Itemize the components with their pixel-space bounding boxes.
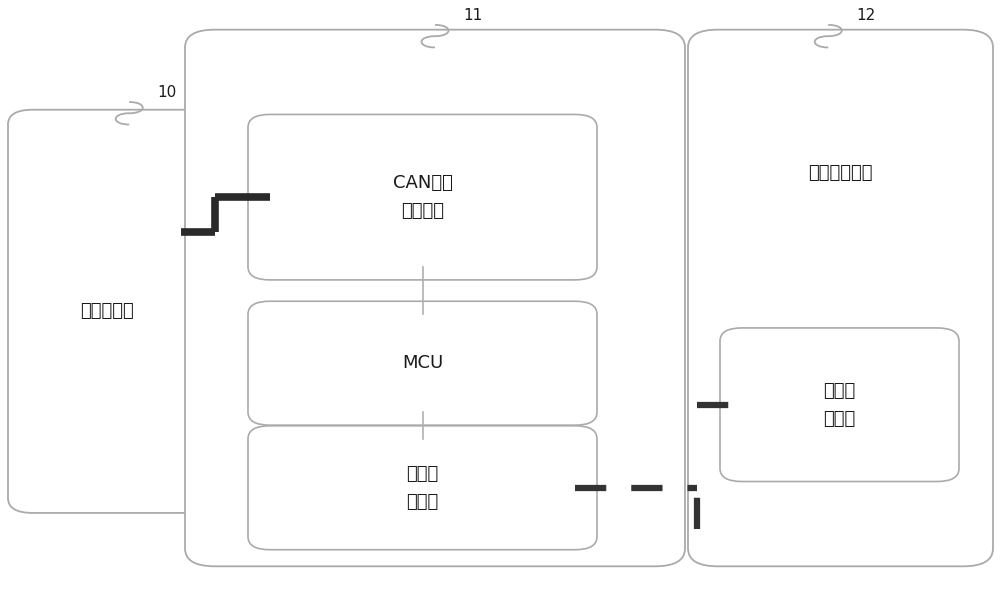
Text: 无线通
信模块: 无线通 信模块 xyxy=(823,382,856,428)
Text: 手持终端设备: 手持终端设备 xyxy=(808,164,873,181)
FancyBboxPatch shape xyxy=(688,30,993,566)
Text: MCU: MCU xyxy=(402,354,443,372)
FancyBboxPatch shape xyxy=(248,114,597,280)
FancyBboxPatch shape xyxy=(185,30,685,566)
FancyBboxPatch shape xyxy=(248,301,597,425)
FancyBboxPatch shape xyxy=(8,110,206,513)
FancyBboxPatch shape xyxy=(248,426,597,550)
Text: 12: 12 xyxy=(856,8,876,23)
Text: CAN总线
通讯模块: CAN总线 通讯模块 xyxy=(393,174,452,220)
Text: 无线通
信模块: 无线通 信模块 xyxy=(406,465,439,511)
Text: 10: 10 xyxy=(157,85,176,100)
Text: 电机控制器: 电机控制器 xyxy=(80,302,134,320)
Text: 11: 11 xyxy=(463,8,482,23)
FancyBboxPatch shape xyxy=(720,328,959,482)
